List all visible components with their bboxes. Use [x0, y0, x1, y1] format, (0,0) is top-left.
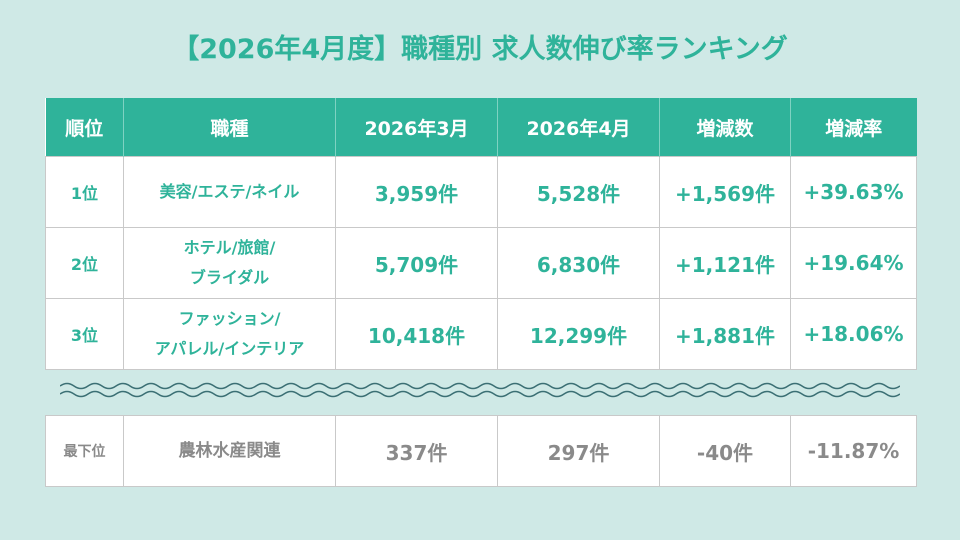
- april-count: 6,830件: [497, 227, 660, 299]
- header-april: 2026年4月: [497, 98, 660, 157]
- march-count: 337件: [335, 415, 498, 487]
- lowest-rank-table: 最下位 農林水産関連 337件 297件 -40件 -11.87%: [45, 415, 917, 487]
- rank-cell: 最下位: [45, 415, 124, 487]
- rank-cell: 2位: [45, 227, 124, 299]
- header-row: 順位 職種 2026年3月 2026年4月 増減数 増減率: [45, 98, 917, 157]
- rank-cell: 3位: [45, 298, 124, 370]
- header-march: 2026年3月: [335, 98, 498, 157]
- march-count: 5,709件: [335, 227, 498, 299]
- job-name-line2: アパレル/インテリア: [154, 339, 305, 358]
- wave-line-top: [60, 382, 900, 390]
- header-job: 職種: [123, 98, 336, 157]
- march-count: 3,959件: [335, 156, 498, 228]
- header-diff: 増減数: [659, 98, 791, 157]
- job-cell: ホテル/旅館/ブライダル: [123, 227, 336, 299]
- job-name-line1: ファッション/: [178, 309, 281, 328]
- job-name-line1: 美容/エステ/ネイル: [159, 182, 300, 201]
- table-row: 2位 ホテル/旅館/ブライダル 5,709件 6,830件 +1,121件 +1…: [45, 227, 917, 299]
- april-count: 5,528件: [497, 156, 660, 228]
- job-cell: ファッション/アパレル/インテリア: [123, 298, 336, 370]
- header-rate: 増減率: [790, 98, 917, 157]
- job-name-line1: ホテル/旅館/: [183, 238, 276, 257]
- page-title: 【2026年4月度】職種別 求人数伸び率ランキング: [172, 34, 788, 65]
- diff-count: +1,569件: [659, 156, 791, 228]
- table-row: 1位 美容/エステ/ネイル 3,959件 5,528件 +1,569件 +39.…: [45, 156, 917, 228]
- table-row: 3位 ファッション/アパレル/インテリア 10,418件 12,299件 +1,…: [45, 298, 917, 370]
- header-rank: 順位: [45, 98, 124, 157]
- diff-count: +1,881件: [659, 298, 791, 370]
- wave-line-bottom: [60, 390, 900, 398]
- ranking-table: 順位 職種 2026年3月 2026年4月 増減数 増減率 1位 美容/エステ/…: [45, 98, 917, 370]
- rate-value: +18.06%: [790, 298, 917, 370]
- rate-value: +19.64%: [790, 227, 917, 299]
- job-name-line2: ブライダル: [189, 268, 270, 287]
- rank-cell: 1位: [45, 156, 124, 228]
- job-cell: 農林水産関連: [123, 415, 336, 487]
- rate-value: -11.87%: [790, 415, 917, 487]
- april-count: 12,299件: [497, 298, 660, 370]
- diff-count: +1,121件: [659, 227, 791, 299]
- april-count: 297件: [497, 415, 660, 487]
- rate-value: +39.63%: [790, 156, 917, 228]
- march-count: 10,418件: [335, 298, 498, 370]
- job-cell: 美容/エステ/ネイル: [123, 156, 336, 228]
- wave-divider: [60, 382, 900, 398]
- diff-count: -40件: [659, 415, 791, 487]
- table-row-lowest: 最下位 農林水産関連 337件 297件 -40件 -11.87%: [45, 415, 917, 487]
